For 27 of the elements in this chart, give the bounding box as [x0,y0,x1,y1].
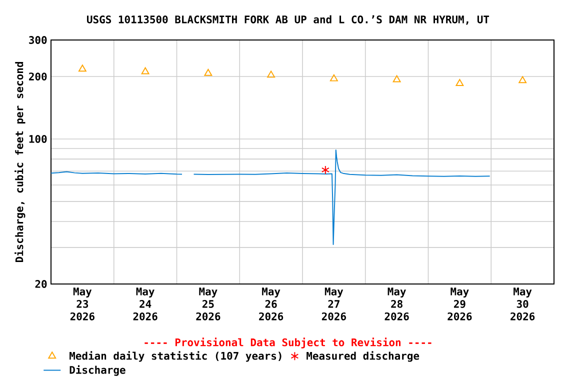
point [330,74,338,82]
point [78,64,86,72]
point [456,79,464,86]
x-tick-label: May 29 2026 [448,288,472,320]
x-tick-label: May 25 2026 [196,288,220,320]
point [321,165,330,174]
point [392,75,401,82]
x-tick-label: May 30 2026 [510,288,535,320]
x-tick-label: May 26 2026 [259,288,284,320]
point [518,76,527,84]
x-tick-label: May 27 2026 [322,288,346,320]
legend-label: Median daily statistic (107 years) [70,351,282,362]
point [141,67,150,74]
text: ---- Provisional Data Subject to Revision ---- [144,338,432,348]
y-tick-label: 20 [35,280,47,288]
x-tick-label: May 23 2026 [70,288,94,320]
x-tick-label: May 28 2026 [384,288,409,320]
y-tick-label: 300 [29,36,47,44]
point [204,68,212,76]
legend-label: Measured discharge [306,351,420,362]
point [267,70,276,78]
chart-title: USGS 10113500 BLACKSMITH FORK AB UP and L CO.’S DAM NR HYRUM, UT [87,15,490,25]
legend-label: Discharge [70,365,126,376]
y-tick-label: 200 [29,72,47,80]
y-tick-label: 100 [29,135,47,143]
y-axis-title: Discharge, cubic feet per second [14,62,26,262]
x-tick-label: May 24 2026 [133,288,158,320]
